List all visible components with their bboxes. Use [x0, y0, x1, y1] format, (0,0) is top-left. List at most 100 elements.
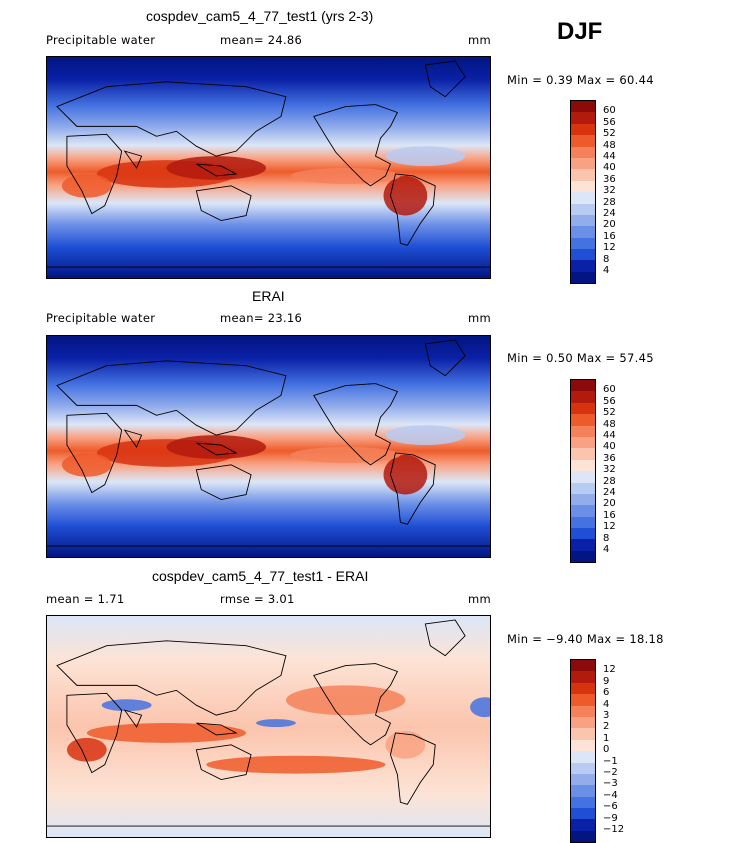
colorbar-swatch — [571, 830, 595, 843]
coastline — [196, 163, 238, 177]
coastline — [123, 150, 143, 169]
panel-3-mean-label: mean = 1.71 — [46, 592, 125, 606]
panel-1-title: cospdev_cam5_4_77_test1 (yrs 2-3) — [146, 8, 374, 24]
colorbar-tick-label: 8 — [603, 532, 610, 544]
colorbar-tick-label: 3 — [603, 710, 610, 721]
field-contour-region — [206, 755, 386, 774]
colorbar-tick-label: 20 — [603, 498, 616, 510]
colorbar-swatch — [571, 123, 595, 136]
colorbar-tick-label: 44 — [603, 430, 616, 441]
panel-1-mean-label: mean= 24.86 — [220, 33, 303, 47]
colorbar-swatch — [571, 157, 595, 170]
map-svg — [47, 616, 490, 837]
field-contour-region — [61, 173, 112, 198]
panel-2-map — [46, 335, 491, 558]
coastline — [389, 452, 436, 525]
colorbar-tick-label: −3 — [603, 778, 618, 790]
colorbar-swatch — [571, 226, 595, 238]
colorbar-swatch — [571, 728, 595, 740]
colorbar-tick-label: 32 — [603, 464, 616, 476]
colorbar-tick-label: 32 — [603, 185, 616, 197]
colorbar-swatch — [571, 785, 595, 797]
colorbar-swatch — [571, 112, 595, 124]
colorbar-tick-label: −9 — [603, 812, 618, 824]
field-contour-region — [383, 454, 428, 495]
coastline — [196, 722, 238, 736]
coastline — [56, 640, 287, 716]
colorbar-tick-label: 16 — [603, 509, 616, 521]
panel-3-title: cospdev_cam5_4_77_test1 - ERAI — [152, 568, 369, 584]
field-contour-region — [290, 167, 401, 184]
coastline — [313, 663, 399, 746]
field-contour-region — [86, 723, 247, 743]
colorbar-tick-label: 60 — [603, 384, 616, 396]
colorbar-tick-label: 12 — [603, 664, 616, 676]
field-contour-region — [66, 737, 107, 762]
colorbar-swatch — [571, 705, 595, 717]
colorbar-swatch — [571, 101, 595, 113]
colorbar-tick-label: −2 — [603, 767, 618, 778]
panel-3-map — [46, 615, 491, 838]
panel-1-variable-label: Precipitable water — [46, 33, 156, 47]
panel-2-variable-label: Precipitable water — [46, 311, 156, 325]
coastline — [123, 709, 143, 728]
coastline — [196, 442, 238, 456]
colorbar-tick-label: −12 — [603, 824, 625, 835]
coastline — [123, 429, 143, 448]
coastline — [424, 339, 466, 377]
panel-1-units-label: mm — [468, 33, 492, 47]
colorbar-swatch — [571, 773, 595, 786]
colorbar-swatch — [571, 425, 595, 437]
coastline — [66, 692, 123, 774]
field-contour-region — [385, 425, 466, 446]
colorbar-swatch — [571, 391, 595, 403]
colorbar-swatch — [571, 739, 595, 752]
panel-3-rmse-label: rmse = 3.01 — [220, 592, 295, 606]
panel-3-colorbar — [570, 659, 596, 843]
field-contour-region — [166, 156, 267, 180]
colorbar-swatch — [571, 716, 595, 729]
colorbar-tick-label: 24 — [603, 208, 616, 219]
coastline — [195, 185, 252, 221]
colorbar-swatch — [571, 402, 595, 415]
colorbar-swatch — [571, 528, 595, 540]
colorbar-swatch — [571, 135, 595, 147]
colorbar-tick-label: 52 — [603, 128, 616, 140]
coastline — [389, 732, 436, 805]
colorbar-tick-label: 4 — [603, 544, 610, 555]
colorbar-swatch — [571, 146, 595, 158]
field-contour-region — [385, 730, 426, 759]
colorbar-swatch — [571, 660, 595, 672]
colorbar-tick-label: 28 — [603, 475, 616, 487]
colorbar-tick-label: 56 — [603, 116, 616, 128]
colorbar-swatch — [571, 682, 595, 695]
colorbar-swatch — [571, 180, 595, 193]
colorbar-swatch — [571, 260, 595, 272]
colorbar-tick-label: 52 — [603, 407, 616, 419]
colorbar-swatch — [571, 751, 595, 763]
colorbar-tick-label: 24 — [603, 487, 616, 498]
colorbar-tick-label: 48 — [603, 139, 616, 151]
coastline — [389, 173, 436, 246]
coastline — [313, 383, 399, 466]
colorbar-tick-label: 40 — [603, 162, 616, 174]
season-label: DJF — [557, 18, 603, 45]
colorbar-swatch — [571, 808, 595, 820]
map-svg — [47, 57, 490, 278]
colorbar-tick-label: 28 — [603, 196, 616, 208]
colorbar-tick-label: −1 — [603, 755, 618, 767]
colorbar-swatch — [571, 493, 595, 506]
colorbar-tick-label: 56 — [603, 395, 616, 407]
colorbar-tick-label: 8 — [603, 253, 610, 265]
colorbar-tick-label: 60 — [603, 105, 616, 117]
colorbar-tick-label: 36 — [603, 452, 616, 464]
colorbar-tick-label: 44 — [603, 151, 616, 162]
field-contour-region — [61, 452, 112, 477]
panel-2-units-label: mm — [468, 311, 492, 325]
coastline — [66, 412, 123, 494]
map-svg — [47, 336, 490, 557]
colorbar-tick-label: 0 — [603, 744, 610, 756]
panel-3-minmax-label: Min = −9.40 Max = 18.18 — [507, 632, 664, 646]
colorbar-tick-label: 4 — [603, 265, 610, 276]
coastline — [56, 360, 287, 436]
